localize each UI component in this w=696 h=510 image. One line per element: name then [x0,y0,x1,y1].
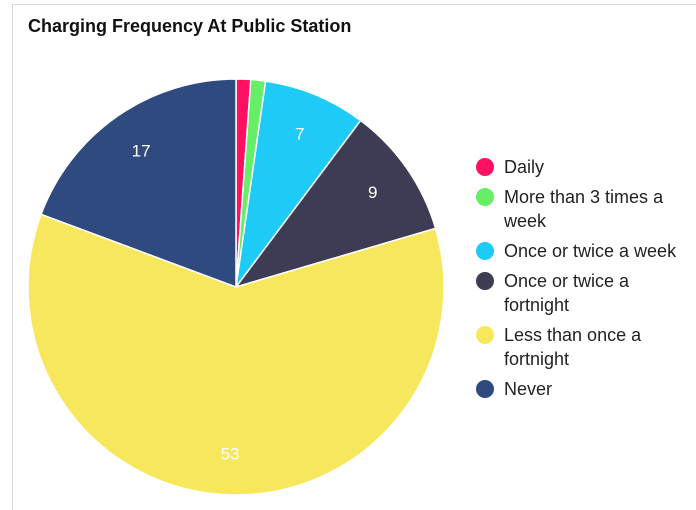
legend-item: Never [476,377,696,401]
legend-item: Less than once a fortnight [476,323,696,371]
slice-value-label: 17 [132,141,151,160]
chart-title: Charging Frequency At Public Station [28,16,352,36]
pie-slice-5 [27,213,445,496]
pie-slice-6 [40,78,237,289]
pie-slice-4 [234,119,437,289]
legend-item: More than 3 times a week [476,185,696,233]
legend-label: Once or twice a week [504,241,677,261]
legend-swatch [476,158,494,176]
legend-item: Once or twice a fortnight [476,269,696,317]
chart-frame [12,4,696,510]
legend-swatch [476,188,494,206]
slice-value-label: 9 [368,183,377,202]
pie-slice-3 [235,80,362,288]
legend-swatch [476,242,494,260]
slice-value-label: 7 [295,124,304,143]
legend-label: Less than once a fortnight [504,325,642,369]
legend-swatch [476,326,494,344]
slice-value-label: 53 [221,444,240,463]
legend-label: Daily [504,157,545,177]
legend-swatch [476,380,494,398]
legend-swatch [476,272,494,290]
legend-label: Once or twice a fortnight [504,271,630,315]
legend-label: More than 3 times a week [504,187,664,231]
chart-legend: Daily More than 3 times a week Once or twi… [476,155,696,407]
legend-label: Never [504,379,553,399]
legend-item: Daily [476,155,696,179]
legend-item: Once or twice a week [476,239,696,263]
